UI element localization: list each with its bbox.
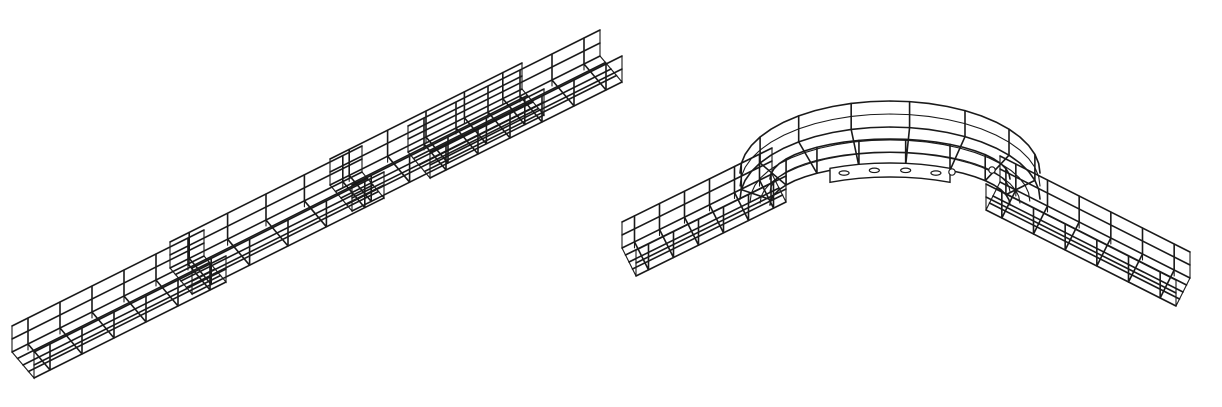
tray-cross-wire (27, 317, 51, 371)
tray-bottom-wire (16, 261, 211, 360)
tray-side-rail (11, 229, 205, 327)
tray-side-rail (999, 155, 1191, 253)
tray-bottom-wire (407, 55, 601, 153)
tray-bottom-wire (412, 61, 607, 160)
coupler-slot (900, 167, 912, 174)
tray-cross-wire (1159, 243, 1175, 299)
tray-side-rail (407, 42, 601, 140)
tray-bottom-wire (429, 81, 623, 179)
tray-side-rail (33, 268, 227, 366)
tray-bottom-wire (631, 194, 784, 270)
coupler-slot (868, 167, 880, 174)
tray-cross-wire (1001, 163, 1017, 219)
tray-end-profile (407, 125, 431, 180)
coupler-bolt (988, 166, 996, 174)
tray-bottom-wire (999, 181, 1191, 279)
tray-side-rail (999, 168, 1191, 266)
tray-bottom-wire (11, 255, 205, 353)
tray-cross-wire (1127, 227, 1144, 283)
tray-side-rail (621, 147, 773, 223)
tray-side-rail (635, 175, 787, 251)
tray-cross-wire (91, 285, 115, 339)
tray-cross-wire (683, 190, 700, 246)
tray-bottom-wire (22, 268, 216, 366)
tray-cross-wire (155, 253, 179, 307)
tray-side-rail (985, 183, 1177, 281)
tray-end-profile (329, 158, 353, 213)
tray-end-profile (621, 221, 637, 277)
tray-cross-wire (1032, 179, 1049, 235)
tray-cross-wire (188, 231, 212, 286)
tray-cross-wire (348, 148, 373, 203)
bend-cross-wire (850, 102, 860, 168)
tray-bottom-wire (635, 201, 787, 277)
bend-cross-wire (797, 115, 818, 175)
tray-bottom-wire (27, 274, 222, 373)
coupler-bolt (948, 168, 956, 176)
tray-side-rail (621, 160, 773, 236)
tray-cross-wire (633, 215, 650, 271)
tray-end-profile (1175, 251, 1191, 307)
tray-cross-wire (226, 212, 251, 267)
tray-side-rail (11, 242, 205, 340)
bend-cross-wire (1005, 153, 1036, 196)
tray-cross-wire (59, 301, 83, 355)
tray-end-profile (599, 29, 623, 84)
straight-tray-drawing (11, 29, 623, 380)
bend-tray-drawing (621, 100, 1191, 307)
tray-cross-wire (303, 174, 328, 228)
tray-bottom-wire (423, 74, 618, 173)
coupler-plate (829, 162, 951, 184)
bend-cross-wire (740, 162, 772, 201)
tray-cross-wire (455, 101, 479, 155)
bend-tray-illustration (600, 0, 1222, 407)
tray-bottom-wire (418, 68, 612, 166)
tray-bottom-wire (988, 202, 1181, 300)
tray-cross-wire (423, 117, 447, 171)
tray-cross-wire (123, 269, 147, 323)
bend-bottom-wire (759, 151, 1021, 204)
tray-cross-wire (583, 37, 607, 91)
bend-top-rail (739, 100, 1041, 174)
tray-bottom-wire (628, 187, 780, 263)
tray-cross-wire (265, 193, 289, 247)
tray-bottom-wire (985, 209, 1177, 307)
straight-tray-illustration (11, 29, 623, 380)
tray-end-profile (985, 155, 1001, 211)
tray-side-rail (429, 68, 623, 166)
bend-cross-wire (759, 136, 787, 186)
bend-cross-wire (984, 128, 1010, 182)
tray-cross-wire (487, 85, 511, 139)
tray-cross-wire (551, 53, 575, 107)
tray-bottom-wire (33, 281, 227, 379)
coupler-slot (930, 170, 942, 176)
bend-cross-wire (949, 109, 966, 172)
tray-bottom-wire (621, 173, 773, 249)
tray-cross-wire (708, 178, 725, 234)
tray-cross-wire (386, 129, 411, 183)
coupler-slot (838, 170, 850, 176)
tray-cross-wire (519, 69, 543, 123)
bend-cross-wire (904, 100, 911, 167)
tray-end-profile (169, 241, 193, 296)
tray-cross-wire (733, 165, 750, 222)
tray-side-rail (635, 188, 787, 264)
tray-end-profile (771, 147, 787, 203)
tray-cross-wire (1064, 195, 1080, 251)
tray-side-rail (407, 29, 601, 127)
tray-side-rail (985, 196, 1177, 294)
tray-bottom-wire (992, 195, 1184, 293)
tray-end-profile (11, 325, 35, 380)
tray-cross-wire (1096, 211, 1112, 267)
tray-cross-wire (658, 202, 675, 259)
